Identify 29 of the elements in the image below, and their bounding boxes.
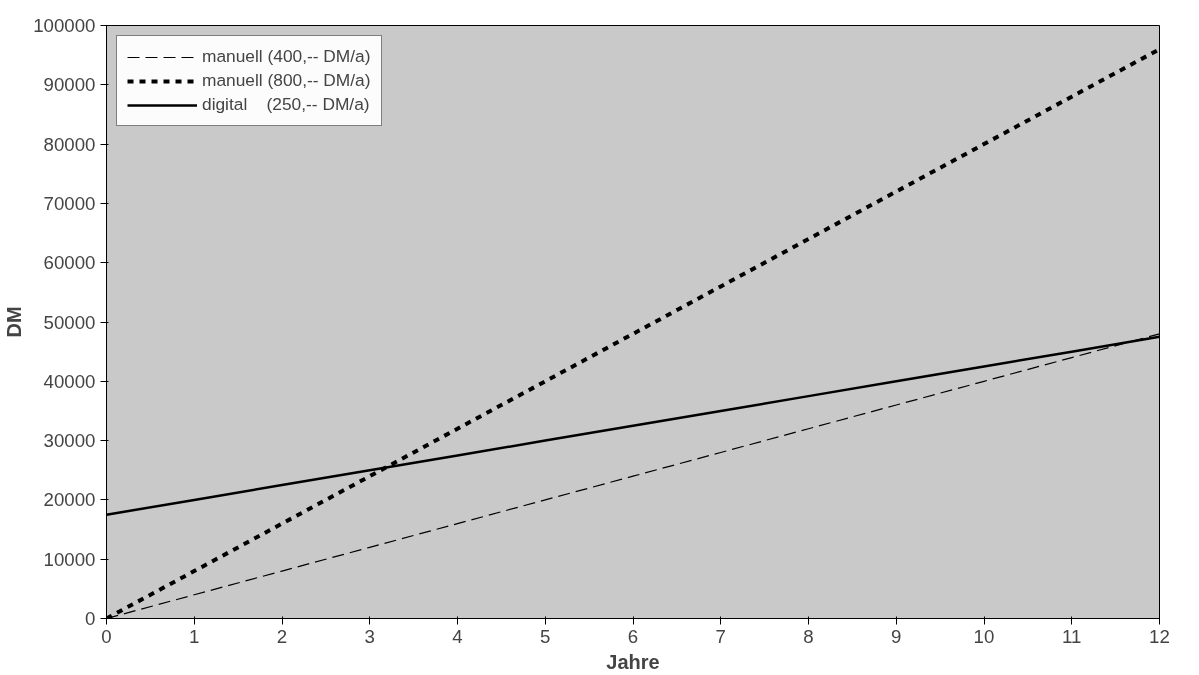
x-tick-label: 3 [364,625,375,647]
y-tick-label: 10000 [43,548,96,570]
x-tick-label: 12 [1149,625,1170,647]
x-tick-label: 10 [973,625,995,647]
x-tick-label: 7 [715,625,726,647]
y-tick-label: 100000 [33,15,96,36]
x-tick-label: 8 [803,625,814,647]
x-tick-label: 0 [101,625,112,647]
x-tick-label: 2 [276,625,288,647]
x-tick-label: 4 [452,625,463,647]
y-tick-label: 90000 [43,74,96,96]
legend-label: digital (250,-- DM/a) [202,94,370,115]
y-tick-label: 30000 [43,430,96,452]
legend-label: manuell (400,-- DM/a) [202,46,371,67]
y-tick-label: 20000 [43,489,96,511]
legend-label: manuell (800,-- DM/a) [202,70,371,91]
y-tick-label: 0 [85,608,96,629]
x-tick-label: 11 [1062,625,1082,647]
x-tick-label: 5 [540,625,551,647]
y-axis-title: DM [3,306,26,338]
x-tick-label: 9 [891,625,902,647]
y-tick-label: 60000 [43,252,96,274]
x-axis-title: Jahre [606,650,660,673]
y-tick-label: 70000 [43,192,96,214]
x-tick-label: 6 [627,625,639,647]
x-tick-label: 1 [189,625,200,647]
y-tick-label: 80000 [43,133,96,155]
y-tick-label: 40000 [43,370,96,392]
y-tick-label: 50000 [43,311,96,333]
